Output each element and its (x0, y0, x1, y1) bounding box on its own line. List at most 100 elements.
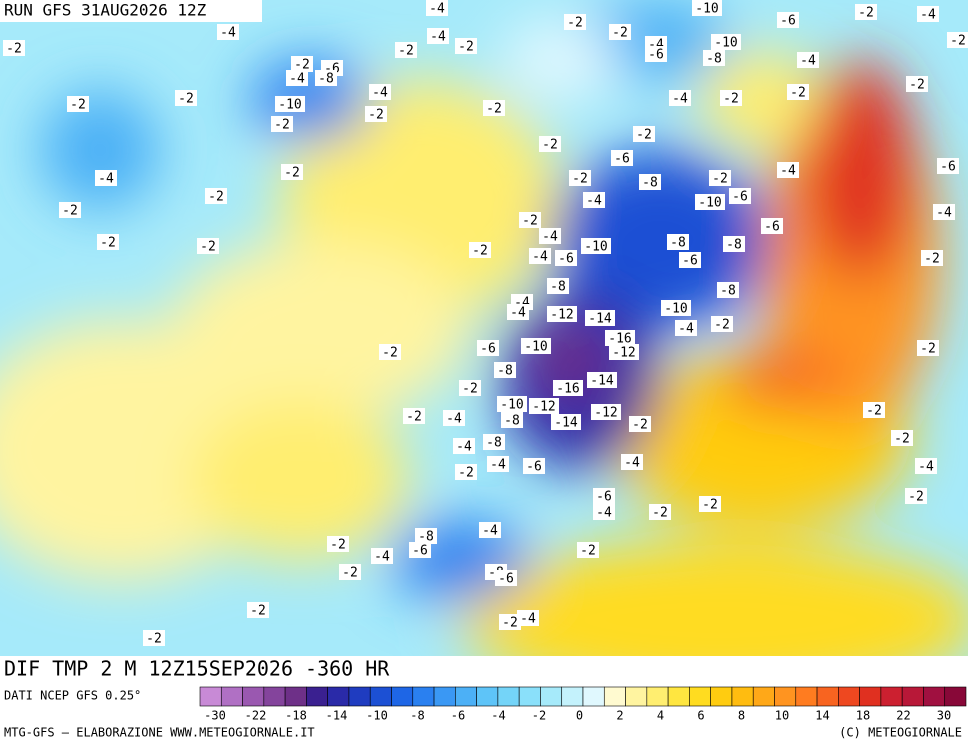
label-box (583, 192, 605, 208)
label-box (703, 50, 725, 66)
contour-label: -8 (720, 284, 736, 299)
label-box (494, 362, 516, 378)
label-box (197, 238, 219, 254)
label-box (247, 602, 269, 618)
colorbar-label: -22 (245, 709, 267, 723)
colorbar-swatch (752, 686, 775, 707)
contour-label: -4 (678, 322, 694, 337)
label-box (521, 338, 551, 354)
label-box (275, 96, 305, 112)
label-box (483, 434, 505, 450)
colorbar-swatch (944, 686, 967, 707)
contour-label: -2 (920, 342, 936, 357)
credit-right: (C) METEOGIORNALE (839, 726, 962, 740)
contour-label: -8 (497, 364, 513, 379)
contour-label: -2 (652, 506, 668, 521)
colorbar-swatch (774, 686, 797, 707)
contour-label: -4 (456, 440, 472, 455)
label-box (720, 90, 742, 106)
label-box (933, 204, 955, 220)
colorbar-label: 0 (576, 709, 583, 723)
label-box (729, 188, 751, 204)
colorbar-swatch (816, 686, 839, 707)
contour-label: -8 (642, 176, 658, 191)
label-box (609, 344, 639, 360)
colorbar-swatch (369, 686, 392, 707)
contour-label: -2 (274, 118, 290, 133)
colorbar-swatch (476, 686, 499, 707)
label-box (529, 398, 559, 414)
label-box (709, 170, 731, 186)
label-box (585, 310, 615, 326)
contour-label: -6 (764, 220, 780, 235)
contour-label: -2 (924, 252, 940, 267)
contour-label: -6 (780, 14, 796, 29)
colorbar-label: -2 (532, 709, 546, 723)
contour-label: -8 (318, 72, 334, 87)
contour-label: -4 (490, 458, 506, 473)
label-box (539, 228, 561, 244)
colorbar-swatch (199, 686, 222, 707)
label-box (855, 4, 877, 20)
label-box (371, 548, 393, 564)
label-box (327, 536, 349, 552)
label-box (553, 380, 583, 396)
contour-label: -16 (556, 382, 579, 397)
contour-label: -4 (672, 92, 688, 107)
contour-label: -14 (588, 312, 612, 327)
contour-label: -12 (550, 308, 573, 323)
contour-label: -6 (682, 254, 698, 269)
colorbar-label: 6 (697, 709, 704, 723)
label-box (339, 564, 361, 580)
label-box (205, 188, 227, 204)
label-box (517, 610, 539, 626)
contour-label: -2 (908, 490, 924, 505)
colorbar-swatch (901, 686, 924, 707)
contour-label: -2 (200, 240, 216, 255)
colorbar-swatch (540, 686, 563, 707)
contour-label: -2 (62, 204, 78, 219)
contour-label: -4 (510, 306, 526, 321)
contour-label: -8 (486, 436, 502, 451)
label-box (547, 306, 577, 322)
label-box (777, 162, 799, 178)
colorbar-swatch (795, 686, 818, 707)
colorbar-label: -4 (491, 709, 505, 723)
contour-label: -4 (586, 194, 602, 209)
label-box (379, 344, 401, 360)
contour-label: -2 (632, 418, 648, 433)
contour-label: -4 (596, 506, 612, 521)
colorbar-swatch (242, 686, 265, 707)
label-box (217, 24, 239, 40)
label-box (427, 28, 449, 44)
label-box (426, 0, 448, 16)
colorbar-swatch (625, 686, 648, 707)
contour-label: -8 (706, 52, 722, 67)
label-box (593, 504, 615, 520)
label-box (95, 170, 117, 186)
contour-label: -8 (550, 280, 566, 295)
label-box (609, 24, 631, 40)
contour-label: -2 (723, 92, 739, 107)
run-box (0, 0, 262, 22)
colorbar-swatch (327, 686, 350, 707)
colorbar-label: 10 (775, 709, 789, 723)
label-box (523, 458, 545, 474)
contour-label: -10 (500, 398, 523, 413)
colorbar-swatch (412, 686, 435, 707)
contour-label: -4 (429, 2, 445, 17)
colorbar-swatch (306, 686, 328, 707)
contour-label: -6 (596, 490, 612, 505)
colorbar-swatch (284, 686, 307, 707)
contour-label: -6 (526, 460, 542, 475)
colorbar-swatch (220, 686, 243, 707)
label-box (67, 96, 89, 112)
label-box (271, 116, 293, 132)
label-box (569, 170, 591, 186)
colorbar-swatch (518, 686, 541, 707)
contour-label: -4 (482, 524, 498, 539)
label-box (863, 402, 885, 418)
contour-label: -12 (594, 406, 617, 421)
label-box (59, 202, 81, 218)
